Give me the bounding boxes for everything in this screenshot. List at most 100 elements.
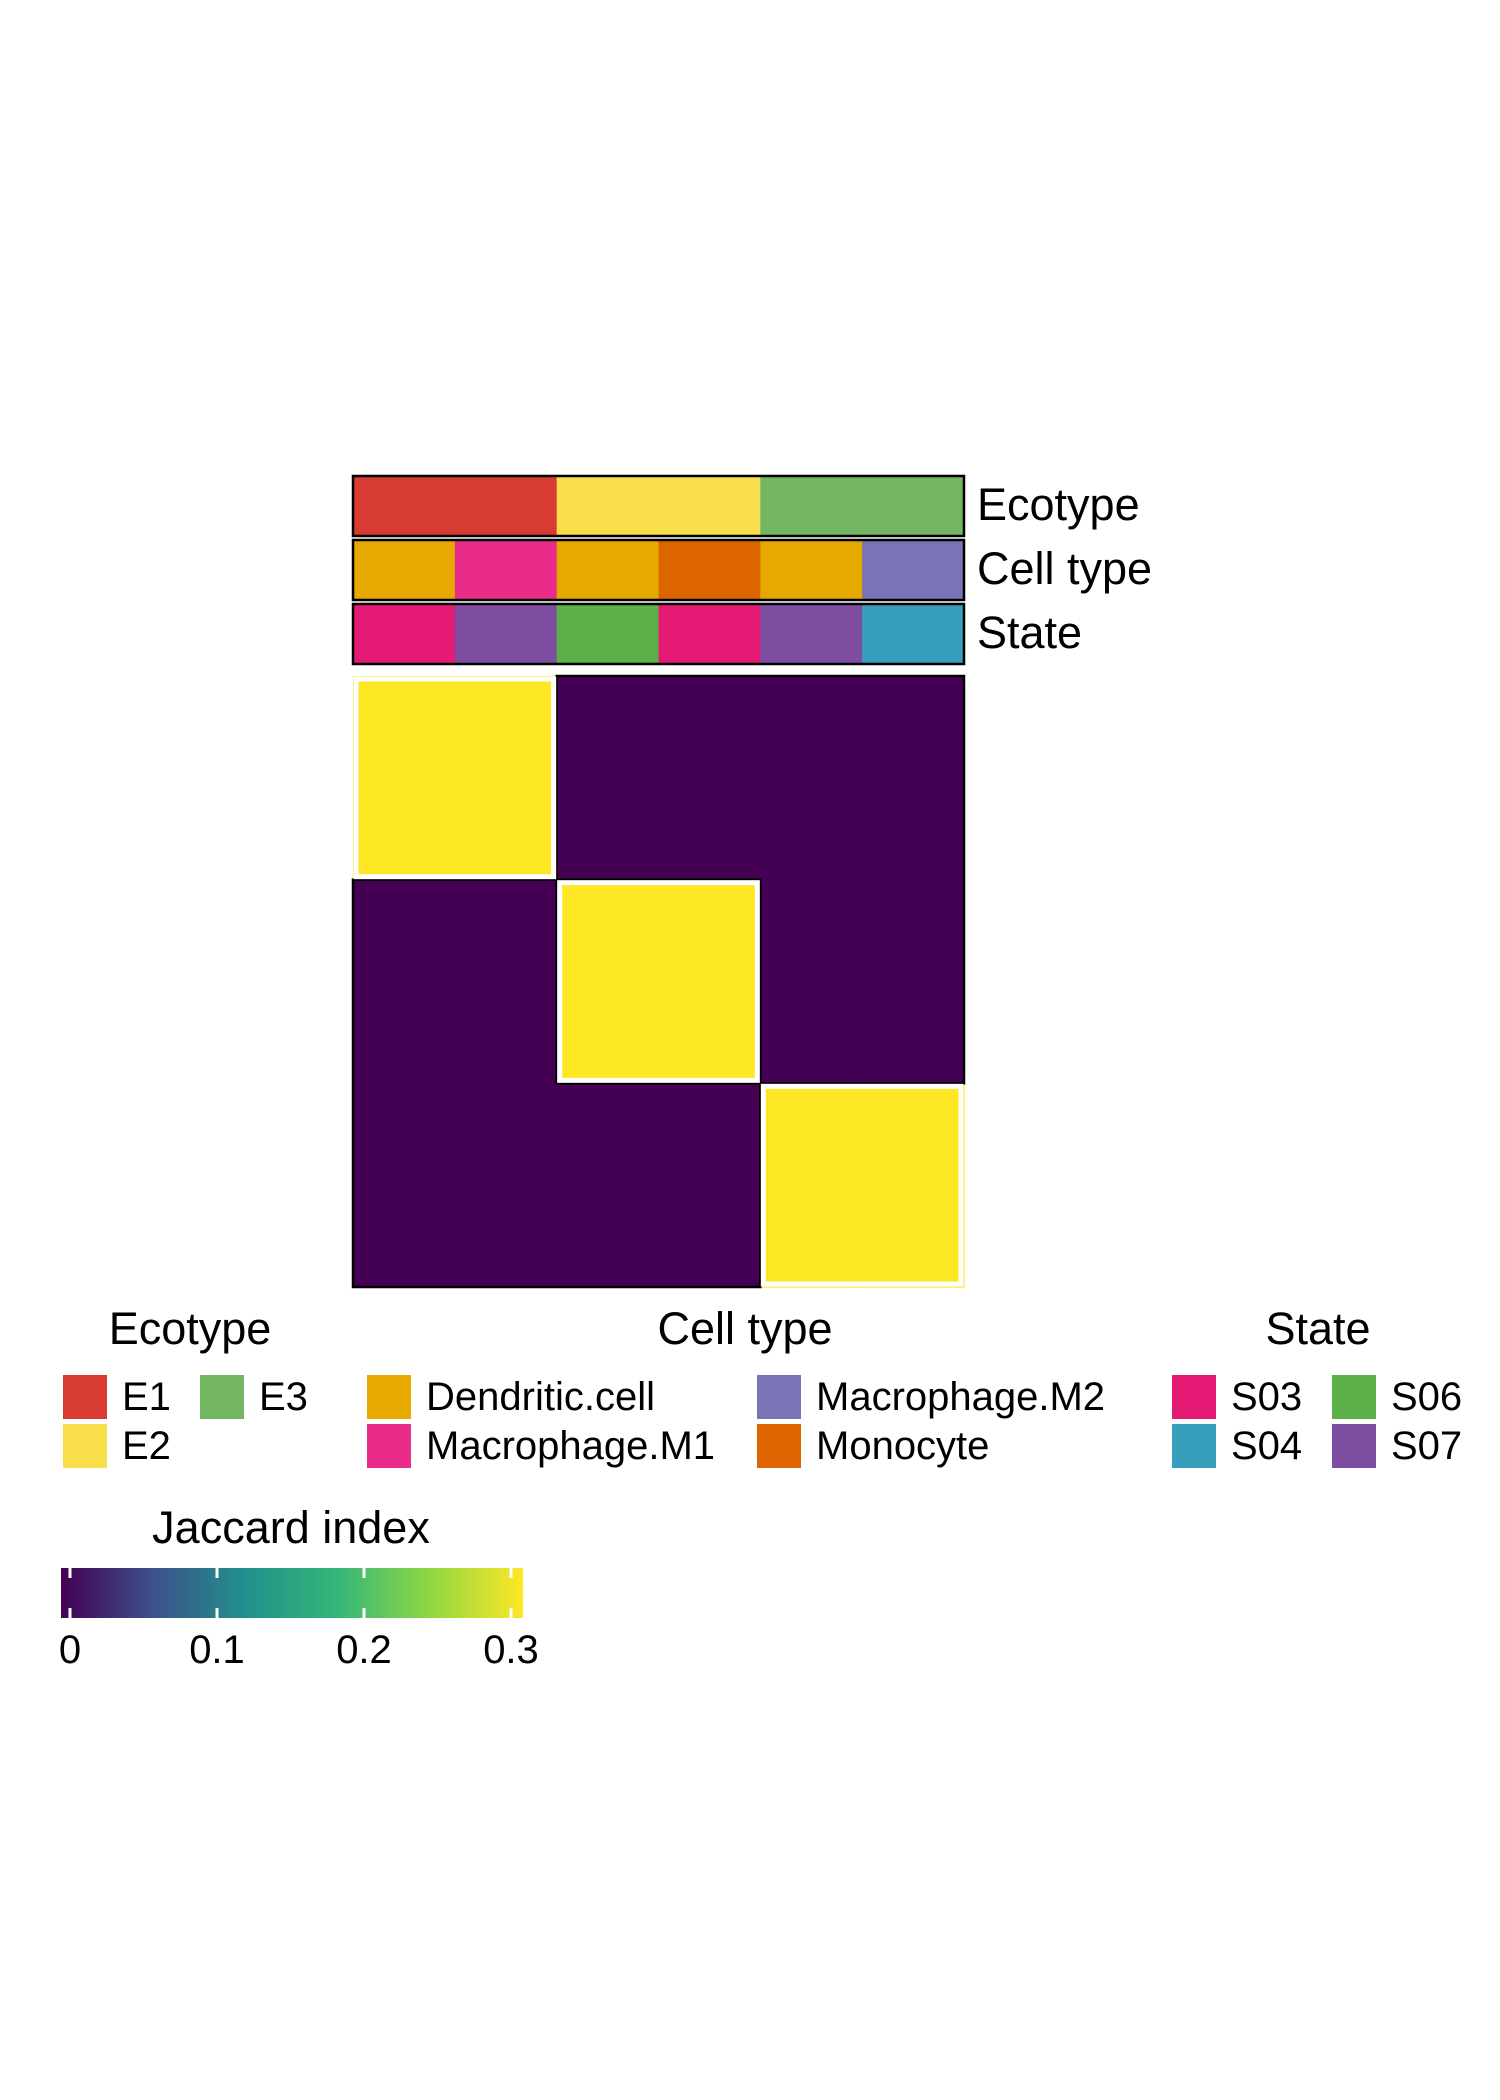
legend-label-s03: S03 xyxy=(1231,1375,1302,1419)
track-ecotype-cell-2 xyxy=(454,476,558,536)
legend-label-macrophage-m2: Macrophage.M2 xyxy=(816,1375,1105,1419)
lower-offdiagonal-outline xyxy=(351,878,762,1289)
heat-cell-r6-c3 xyxy=(556,1185,660,1288)
heat-cell-r2-c5 xyxy=(760,777,863,881)
heat-cell-r2-c2 xyxy=(454,777,558,881)
heat-cell-r2-c6 xyxy=(862,777,965,881)
legend-title-state: State xyxy=(1265,1303,1370,1354)
legend-label-e2: E2 xyxy=(122,1424,171,1468)
diagonal-block-e3-outline xyxy=(760,1083,964,1287)
heat-cell-r2-c1 xyxy=(353,777,456,881)
track-ecotype-cell-6 xyxy=(862,476,965,536)
track-state-cell-1 xyxy=(353,604,456,664)
colorbar-tick-label-3: 0.2 xyxy=(336,1628,392,1672)
heat-cell-r5-c1 xyxy=(353,1083,456,1186)
colorbar-bar xyxy=(61,1568,523,1618)
colorbar-tick-label-4: 0.3 xyxy=(483,1628,539,1672)
track-cell-type-cell-1 xyxy=(353,540,456,600)
heat-cell-r3-c3 xyxy=(556,879,660,983)
legend-label-e1: E1 xyxy=(122,1375,171,1419)
colorbar-tick-label-2: 0.1 xyxy=(189,1628,245,1672)
legend-swatch-s04 xyxy=(1172,1424,1216,1468)
track-ecotype-border xyxy=(351,474,966,538)
heat-cell-r2-c3 xyxy=(556,777,660,881)
legend-swatch-dendritic-cell xyxy=(367,1375,411,1419)
diagonal-block-e1-outline xyxy=(353,676,557,880)
heat-cell-r4-c4 xyxy=(658,981,761,1084)
legend-label-macrophage-m1: Macrophage.M1 xyxy=(426,1424,715,1468)
heat-cell-r4-c3 xyxy=(556,981,660,1084)
track-cell-type-cell-5 xyxy=(760,540,863,600)
legend-label-s07: S07 xyxy=(1391,1424,1462,1468)
jaccard-colorbar: Jaccard index 0 0.1 0.2 0.3 xyxy=(59,1502,539,1672)
track-state-border xyxy=(351,602,966,666)
heat-cell-r1-c6 xyxy=(862,676,965,779)
legend-label-s06: S06 xyxy=(1391,1375,1462,1419)
heat-cell-r1-c2 xyxy=(454,676,558,779)
track-ecotype-cell-3 xyxy=(556,476,660,536)
track-ecotype-cell-1 xyxy=(353,476,456,536)
track-cell-type-border xyxy=(351,538,966,602)
heat-cell-r6-c4 xyxy=(658,1185,761,1288)
track-cell-type-cell-6 xyxy=(862,540,965,600)
heat-cell-r4-c6 xyxy=(862,981,965,1084)
heat-cell-r2-c4 xyxy=(658,777,761,881)
colorbar-title: Jaccard index xyxy=(152,1502,430,1553)
track-state-cell-4 xyxy=(658,604,761,664)
annotation-tracks: Ecotype Cell type State xyxy=(351,474,1152,666)
heat-cell-r1-c3 xyxy=(556,676,660,779)
legend-label-dendritic-cell: Dendritic.cell xyxy=(426,1375,655,1419)
track-state-cell-3 xyxy=(556,604,660,664)
legend-label-e3: E3 xyxy=(259,1375,308,1419)
heatmap-body xyxy=(351,674,966,1289)
heat-cell-r3-c4 xyxy=(658,879,761,983)
heat-cell-r4-c1 xyxy=(353,981,456,1084)
heat-cell-r1-c4 xyxy=(658,676,761,779)
track-state-cell-5 xyxy=(760,604,863,664)
heat-cell-r3-c1 xyxy=(353,879,456,983)
legend-swatch-macrophage-m2 xyxy=(757,1375,801,1419)
heat-cell-r5-c4 xyxy=(658,1083,761,1186)
legend-swatch-s03 xyxy=(1172,1375,1216,1419)
legend-swatch-s06 xyxy=(1332,1375,1376,1419)
track-label-state: State xyxy=(977,607,1082,658)
legend-swatch-monocyte xyxy=(757,1424,801,1468)
heat-cell-r6-c1 xyxy=(353,1185,456,1288)
heat-cell-r6-c5 xyxy=(760,1185,863,1288)
legend-swatch-e2 xyxy=(63,1424,107,1468)
heat-cell-r3-c5 xyxy=(760,879,863,983)
heat-cell-r4-c5 xyxy=(760,981,863,1084)
track-state-cell-6 xyxy=(862,604,965,664)
diagonal-block-e2-outline xyxy=(557,880,760,1083)
track-ecotype-cell-5 xyxy=(760,476,863,536)
legend-swatch-s07 xyxy=(1332,1424,1376,1468)
track-ecotype-cell-4 xyxy=(658,476,761,536)
heat-cell-r4-c2 xyxy=(454,981,558,1084)
heat-cell-r3-c2 xyxy=(454,879,558,983)
heat-cell-r6-c2 xyxy=(454,1185,558,1288)
heat-cell-r5-c2 xyxy=(454,1083,558,1186)
legend-swatch-macrophage-m1 xyxy=(367,1424,411,1468)
track-label-ecotype: Ecotype xyxy=(977,479,1140,530)
legend-title-ecotype: Ecotype xyxy=(109,1303,272,1354)
track-cell-type-cell-2 xyxy=(454,540,558,600)
heat-cell-r5-c5 xyxy=(760,1083,863,1186)
legend-swatch-e1 xyxy=(63,1375,107,1419)
heat-cell-r5-c6 xyxy=(862,1083,965,1186)
legend-swatch-e3 xyxy=(200,1375,244,1419)
track-label-cell-type: Cell type xyxy=(977,543,1152,594)
heat-cell-r1-c1 xyxy=(353,676,456,779)
legend-label-monocyte: Monocyte xyxy=(816,1424,989,1468)
heat-cell-r5-c3 xyxy=(556,1083,660,1186)
heat-cell-r3-c6 xyxy=(862,879,965,983)
track-cell-type-cell-3 xyxy=(556,540,660,600)
heat-cell-r6-c6 xyxy=(862,1185,965,1288)
heat-cell-r1-c5 xyxy=(760,676,863,779)
legend-title-cell-type: Cell type xyxy=(657,1303,832,1354)
colorbar-tick-label-1: 0 xyxy=(59,1628,81,1672)
track-state-cell-2 xyxy=(454,604,558,664)
track-cell-type-cell-4 xyxy=(658,540,761,600)
legend-label-s04: S04 xyxy=(1231,1424,1302,1468)
